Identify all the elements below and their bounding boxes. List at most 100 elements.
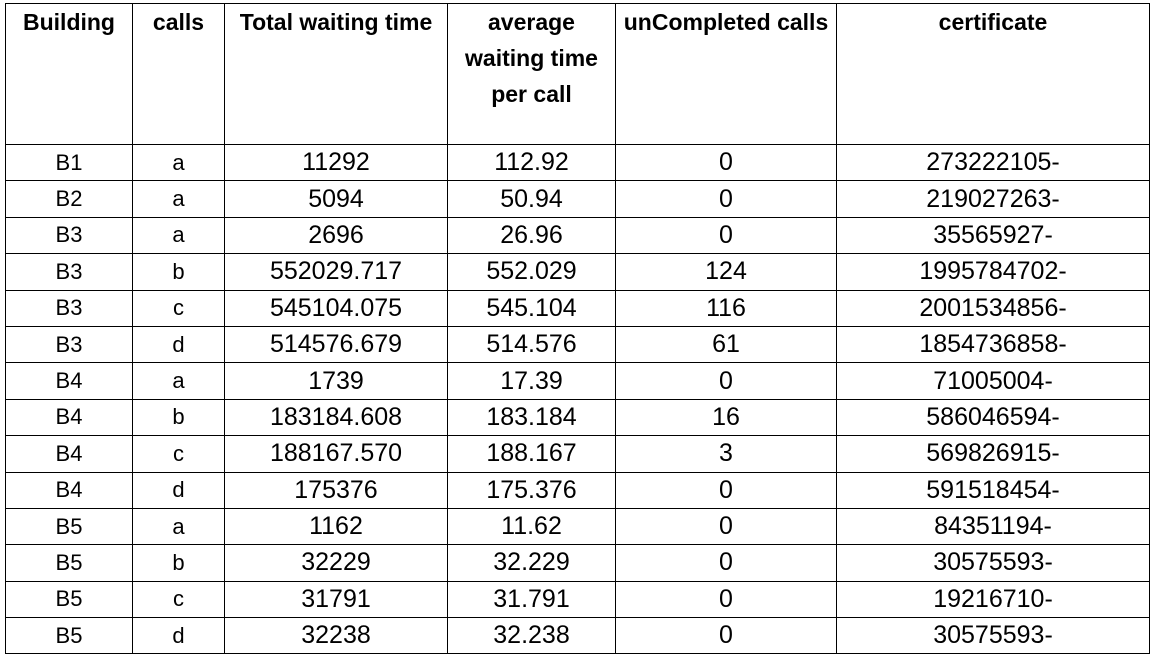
header-uncompleted-calls: unCompleted calls [615, 3, 837, 145]
cell-average-waiting-time: 514.576 [447, 325, 616, 364]
cell-uncompleted-calls: 16 [615, 398, 837, 437]
cell-uncompleted-calls: 116 [615, 289, 837, 327]
cell-uncompleted-calls: 0 [615, 544, 837, 582]
cell-building: B5 [5, 617, 133, 655]
cell-average-waiting-time: 17.39 [447, 362, 616, 400]
cell-uncompleted-calls: 0 [615, 471, 837, 509]
cell-certificate: 84351194- [836, 507, 1150, 546]
table-body: B1 a 11292 112.92 0 273222105- B2 a 5094 50.94 0 21… [5, 143, 1150, 655]
table-row: B3 b 552029.717 552.029 124 1995784702- [5, 253, 1150, 291]
table-row: B5 c 31791 31.791 0 19216710- [5, 580, 1150, 619]
cell-total-waiting-time: 1739 [224, 362, 448, 400]
cell-uncompleted-calls: 0 [615, 216, 837, 255]
table-row: B4 a 1739 17.39 0 71005004- [5, 362, 1150, 400]
cell-certificate: 30575593- [836, 617, 1150, 655]
cell-building: B4 [5, 471, 133, 509]
cell-building: B3 [5, 216, 133, 255]
cell-average-waiting-time: 112.92 [447, 143, 616, 182]
cell-total-waiting-time: 1162 [224, 507, 448, 546]
table-row: B1 a 11292 112.92 0 273222105- [5, 143, 1150, 182]
cell-calls: c [132, 580, 225, 619]
cell-uncompleted-calls: 0 [615, 143, 837, 182]
cell-building: B3 [5, 289, 133, 327]
cell-average-waiting-time: 545.104 [447, 289, 616, 327]
table-header: Building calls Total waiting time averag… [5, 3, 1150, 145]
cell-uncompleted-calls: 0 [615, 507, 837, 546]
cell-calls: b [132, 544, 225, 582]
cell-total-waiting-time: 31791 [224, 580, 448, 619]
cell-calls: a [132, 216, 225, 255]
header-total-waiting-time: Total waiting time [224, 3, 448, 145]
cell-calls: d [132, 325, 225, 364]
cell-certificate: 1854736858- [836, 325, 1150, 364]
table-row: B4 b 183184.608 183.184 16 586046594- [5, 398, 1150, 437]
cell-total-waiting-time: 32238 [224, 617, 448, 655]
cell-building: B2 [5, 180, 133, 218]
cell-building: B1 [5, 143, 133, 182]
cell-certificate: 586046594- [836, 398, 1150, 437]
header-row: Building calls Total waiting time averag… [5, 3, 1150, 145]
cell-average-waiting-time: 31.791 [447, 580, 616, 619]
table-row: B5 d 32238 32.238 0 30575593- [5, 617, 1150, 655]
cell-certificate: 273222105- [836, 143, 1150, 182]
cell-calls: a [132, 507, 225, 546]
table-row: B4 c 188167.570 188.167 3 569826915- [5, 435, 1150, 473]
cell-calls: b [132, 253, 225, 291]
table-row: B3 d 514576.679 514.576 61 1854736858- [5, 325, 1150, 364]
cell-building: B4 [5, 435, 133, 473]
cell-building: B4 [5, 398, 133, 437]
cell-calls: a [132, 362, 225, 400]
cell-calls: c [132, 435, 225, 473]
cell-total-waiting-time: 552029.717 [224, 253, 448, 291]
table-row: B3 c 545104.075 545.104 116 2001534856- [5, 289, 1150, 327]
cell-total-waiting-time: 2696 [224, 216, 448, 255]
cell-calls: d [132, 617, 225, 655]
cell-average-waiting-time: 552.029 [447, 253, 616, 291]
cell-total-waiting-time: 545104.075 [224, 289, 448, 327]
cell-calls: c [132, 289, 225, 327]
cell-total-waiting-time: 188167.570 [224, 435, 448, 473]
cell-calls: b [132, 398, 225, 437]
cell-certificate: 71005004- [836, 362, 1150, 400]
cell-average-waiting-time: 183.184 [447, 398, 616, 437]
cell-calls: a [132, 143, 225, 182]
table-row: B2 a 5094 50.94 0 219027263- [5, 180, 1150, 218]
cell-average-waiting-time: 32.238 [447, 617, 616, 655]
cell-building: B5 [5, 544, 133, 582]
cell-building: B5 [5, 580, 133, 619]
cell-certificate: 35565927- [836, 216, 1150, 255]
cell-certificate: 591518454- [836, 471, 1150, 509]
results-table: Building calls Total waiting time averag… [5, 3, 1150, 655]
cell-uncompleted-calls: 0 [615, 362, 837, 400]
header-average-waiting-time: average waiting time per call [447, 3, 616, 145]
cell-building: B5 [5, 507, 133, 546]
cell-average-waiting-time: 175.376 [447, 471, 616, 509]
cell-total-waiting-time: 32229 [224, 544, 448, 582]
header-calls: calls [132, 3, 225, 145]
cell-uncompleted-calls: 0 [615, 180, 837, 218]
cell-certificate: 569826915- [836, 435, 1150, 473]
cell-calls: a [132, 180, 225, 218]
cell-uncompleted-calls: 0 [615, 580, 837, 619]
cell-uncompleted-calls: 3 [615, 435, 837, 473]
cell-calls: d [132, 471, 225, 509]
table-row: B5 a 1162 11.62 0 84351194- [5, 507, 1150, 546]
cell-total-waiting-time: 175376 [224, 471, 448, 509]
cell-uncompleted-calls: 61 [615, 325, 837, 364]
cell-average-waiting-time: 26.96 [447, 216, 616, 255]
cell-uncompleted-calls: 0 [615, 617, 837, 655]
cell-average-waiting-time: 32.229 [447, 544, 616, 582]
cell-building: B4 [5, 362, 133, 400]
table-row: B4 d 175376 175.376 0 591518454- [5, 471, 1150, 509]
cell-certificate: 19216710- [836, 580, 1150, 619]
header-certificate: certificate [836, 3, 1150, 145]
table-row: B3 a 2696 26.96 0 35565927- [5, 216, 1150, 255]
cell-certificate: 219027263- [836, 180, 1150, 218]
cell-building: B3 [5, 253, 133, 291]
cell-total-waiting-time: 514576.679 [224, 325, 448, 364]
cell-total-waiting-time: 183184.608 [224, 398, 448, 437]
cell-certificate: 2001534856- [836, 289, 1150, 327]
table-row: B5 b 32229 32.229 0 30575593- [5, 544, 1150, 582]
cell-building: B3 [5, 325, 133, 364]
cell-certificate: 30575593- [836, 544, 1150, 582]
